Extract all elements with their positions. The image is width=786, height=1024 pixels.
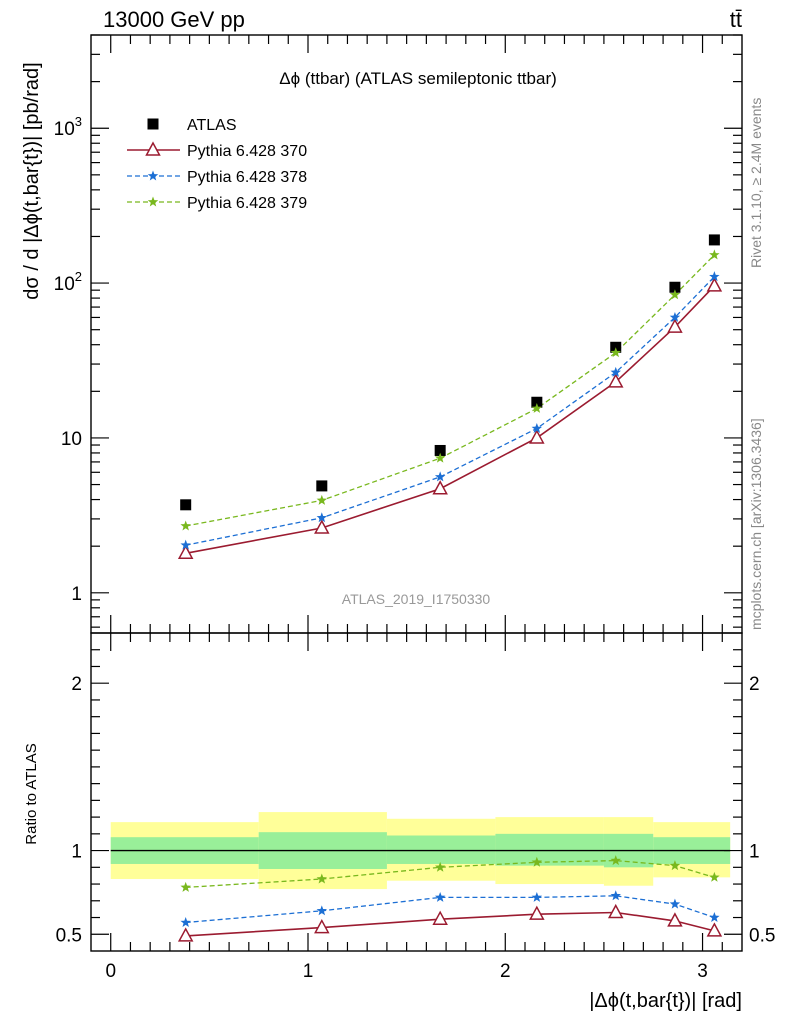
analysis-id: ATLAS_2019_I1750330 <box>342 591 491 607</box>
legend-label-pythia-6-428-378: Pythia 6.428 378 <box>187 169 307 186</box>
ratio-point-pythia-6-428-379 <box>610 855 621 866</box>
legend-marker-pythia-6-428-370 <box>145 141 161 156</box>
x-tick-label: 0 <box>105 961 116 982</box>
data-point-pythia-6-428-378 <box>434 471 446 482</box>
data-point-pythia-6-428-379 <box>180 520 191 531</box>
plot-title: Δϕ (ttbar) (ATLAS semileptonic ttbar) <box>279 69 557 88</box>
legend-label-pythia-6-428-370: Pythia 6.428 370 <box>187 143 307 160</box>
data-point-pythia-6-428-370 <box>667 318 683 333</box>
series-line-pythia-6-428-378 <box>185 276 715 546</box>
process-label: tt̄ <box>730 7 742 32</box>
ratio-point-pythia-6-428-378 <box>316 905 328 916</box>
x-tick-label: 1 <box>303 961 314 982</box>
inner-uncertainty-band <box>386 835 496 864</box>
main-panel: Δϕ (ttbar) (ATLAS semileptonic ttbar) AT… <box>21 34 743 634</box>
data-point-atlas <box>434 444 446 456</box>
ratio-y-tick-label-right: 2 <box>749 674 760 695</box>
legend-marker-pythia-6-428-379 <box>147 196 159 207</box>
ratio-frame <box>90 632 743 952</box>
data-point-atlas <box>708 234 720 246</box>
ratio-y-tick-label-right: 1 <box>749 842 760 863</box>
ratio-point-pythia-6-428-378 <box>709 912 720 922</box>
x-tick-label: 3 <box>697 961 708 982</box>
y-tick-label: 10 <box>61 429 82 450</box>
data-point-pythia-6-428-379 <box>316 494 328 505</box>
ratio-point-pythia-6-428-370 <box>314 918 330 934</box>
ratio-point-pythia-6-428-370 <box>177 927 194 942</box>
uncertainty-bands <box>110 812 731 890</box>
legend-label-pythia-6-428-379: Pythia 6.428 379 <box>187 195 307 212</box>
ratio-point-pythia-6-428-378 <box>669 898 681 909</box>
data-point-pythia-6-428-370 <box>432 480 448 495</box>
data-point-pythia-6-428-370 <box>706 277 723 292</box>
data-point-atlas <box>669 281 681 293</box>
data-point-pythia-6-428-379 <box>610 347 621 358</box>
ratio-point-pythia-6-428-370 <box>706 922 723 937</box>
data-point-pythia-6-428-379 <box>709 249 720 260</box>
data-point-pythia-6-428-370 <box>177 544 194 560</box>
data-point-pythia-6-428-378 <box>316 512 328 523</box>
ratio-point-pythia-6-428-379 <box>709 871 720 882</box>
series-line-pythia-6-428-379 <box>185 254 715 527</box>
y-tick-label: 103 <box>54 114 82 140</box>
data-point-atlas <box>180 499 192 511</box>
ratio-point-pythia-6-428-378 <box>610 890 621 901</box>
data-point-pythia-6-428-378 <box>669 311 681 322</box>
series-line-pythia-6-428-370 <box>185 285 715 555</box>
inner-uncertainty-band <box>495 833 604 866</box>
ratio-point-pythia-6-428-379 <box>316 873 328 884</box>
ratio-point-pythia-6-428-370 <box>529 905 545 920</box>
data-point-pythia-6-428-370 <box>314 519 330 534</box>
data-point-pythia-6-428-379 <box>531 402 543 413</box>
ratio-point-pythia-6-428-379 <box>531 856 543 867</box>
legend-label-atlas: ATLAS <box>187 117 237 134</box>
x-axis-label: |Δϕ(t,bar{t})| [rad] <box>589 990 742 1012</box>
y-tick-label: 102 <box>54 269 82 295</box>
ratio-point-pythia-6-428-378 <box>180 917 191 927</box>
legend-marker-pythia-6-428-378 <box>147 170 159 181</box>
main-y-axis-label: dσ / d |Δϕ(t,bar{t})| [pb/rad] <box>21 62 43 299</box>
data-point-pythia-6-428-370 <box>529 429 545 444</box>
data-point-pythia-6-428-379 <box>434 452 446 463</box>
data-point-pythia-6-428-378 <box>709 271 720 282</box>
ratio-point-pythia-6-428-370 <box>432 910 448 925</box>
legend-marker-atlas <box>147 118 159 130</box>
data-point-pythia-6-428-378 <box>610 366 621 377</box>
ratio-line-pythia-6-428-370 <box>185 911 715 937</box>
ratio-point-pythia-6-428-379 <box>180 881 191 892</box>
ratio-point-pythia-6-428-370 <box>607 903 624 919</box>
data-point-atlas <box>316 480 328 492</box>
data-point-pythia-6-428-379 <box>669 289 681 300</box>
energy-label: 13000 GeV pp <box>103 7 245 32</box>
data-point-pythia-6-428-370 <box>607 373 624 388</box>
ratio-panel: 0 1 2 3 0.5 0.5 1 1 2 2 Ratio to ATLAS |Δϕ(t,bar{… <box>23 615 775 1012</box>
ratio-point-pythia-6-428-379 <box>434 861 446 872</box>
ratio-y-tick-label: 1 <box>71 842 82 863</box>
ratio-y-tick-label-right: 0.5 <box>749 925 775 946</box>
data-point-pythia-6-428-378 <box>180 539 191 550</box>
ratio-point-pythia-6-428-378 <box>434 891 446 902</box>
y-tick-label: 1 <box>71 584 82 605</box>
ratio-point-pythia-6-428-379 <box>669 860 681 871</box>
mcplots-label: mcplots.cern.ch [arXiv:1306.3436] <box>748 418 764 630</box>
data-point-pythia-6-428-378 <box>531 423 543 433</box>
rivet-label: Rivet 3.1.10, ≥ 2.4M events <box>748 98 764 268</box>
x-tick-label: 2 <box>500 961 511 982</box>
ratio-point-pythia-6-428-378 <box>531 891 543 902</box>
ratio-y-tick-label: 2 <box>71 674 82 695</box>
ratio-y-axis-label: Ratio to ATLAS <box>23 743 40 844</box>
ratio-y-tick-label: 0.5 <box>56 925 82 946</box>
legend: ATLAS Pythia 6.428 370 Pythia 6.428 378 Pyt… <box>127 117 307 212</box>
data-point-atlas <box>531 396 543 408</box>
ratio-point-pythia-6-428-370 <box>667 912 683 927</box>
